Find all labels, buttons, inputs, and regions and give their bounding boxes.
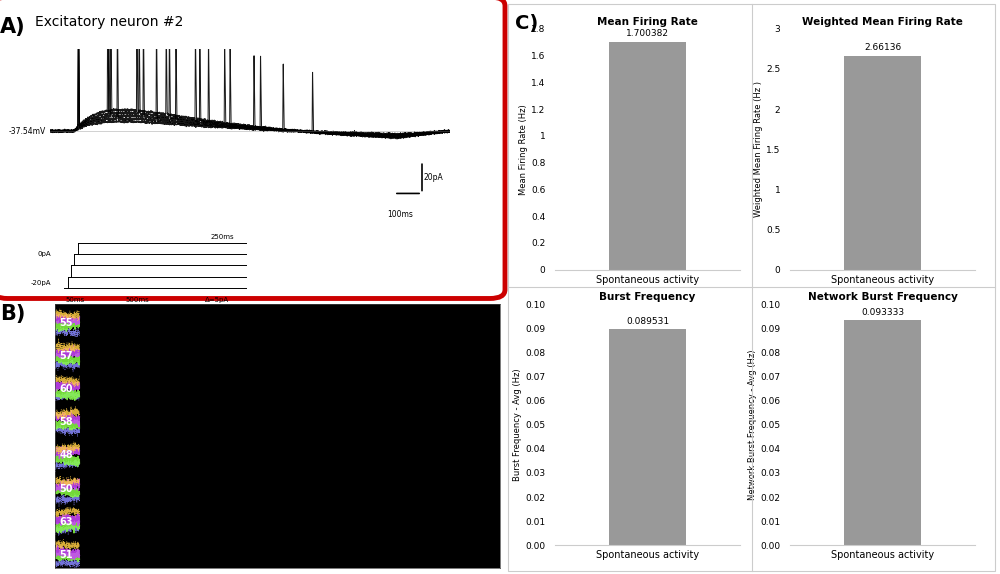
Text: 1.700382: 1.700382	[626, 29, 669, 38]
Bar	[609, 329, 686, 545]
Text: Excitatory neuron #2: Excitatory neuron #2	[35, 15, 183, 29]
Text: 58: 58	[59, 417, 73, 427]
Bar	[844, 320, 921, 545]
Text: 50ms: 50ms	[65, 297, 84, 303]
Text: 48: 48	[59, 451, 73, 460]
Text: 55: 55	[59, 317, 73, 328]
Text: 50: 50	[59, 484, 73, 494]
Text: 0pA: 0pA	[37, 251, 51, 257]
Text: 0.089531: 0.089531	[626, 317, 669, 326]
Text: C): C)	[515, 14, 538, 33]
Y-axis label: Network Burst Frequency - Avg (Hz): Network Burst Frequency - Avg (Hz)	[748, 350, 757, 500]
Text: 250ms: 250ms	[211, 234, 235, 239]
Title: Network Burst Frequency: Network Burst Frequency	[808, 292, 957, 302]
Text: A): A)	[0, 17, 26, 37]
Text: 2.66136: 2.66136	[864, 43, 901, 52]
Title: Mean Firing Rate: Mean Firing Rate	[597, 17, 698, 26]
Text: B): B)	[0, 304, 25, 324]
Title: Weighted Mean Firing Rate: Weighted Mean Firing Rate	[802, 17, 963, 26]
Title: Burst Frequency: Burst Frequency	[599, 292, 696, 302]
Text: 100ms: 100ms	[387, 210, 413, 219]
Text: 0.093333: 0.093333	[861, 308, 904, 317]
Text: -20pA: -20pA	[30, 280, 51, 286]
Text: 20pA: 20pA	[424, 173, 444, 182]
Text: 51: 51	[59, 550, 73, 560]
Text: 63: 63	[59, 517, 73, 527]
Y-axis label: Weighted Mean Firing Rate (Hz ): Weighted Mean Firing Rate (Hz )	[754, 82, 763, 217]
Y-axis label: Burst Frequency - Avg (Hz): Burst Frequency - Avg (Hz)	[513, 369, 522, 481]
Bar	[609, 42, 686, 270]
Bar	[844, 56, 921, 270]
Text: Δ=5pA: Δ=5pA	[205, 297, 229, 303]
Text: 500ms: 500ms	[125, 297, 149, 303]
FancyBboxPatch shape	[0, 0, 505, 298]
Text: 57: 57	[59, 351, 73, 361]
Y-axis label: Mean Firing Rate (Hz): Mean Firing Rate (Hz)	[519, 104, 528, 195]
Text: 60: 60	[59, 384, 73, 394]
Text: -37.54mV: -37.54mV	[9, 127, 46, 135]
